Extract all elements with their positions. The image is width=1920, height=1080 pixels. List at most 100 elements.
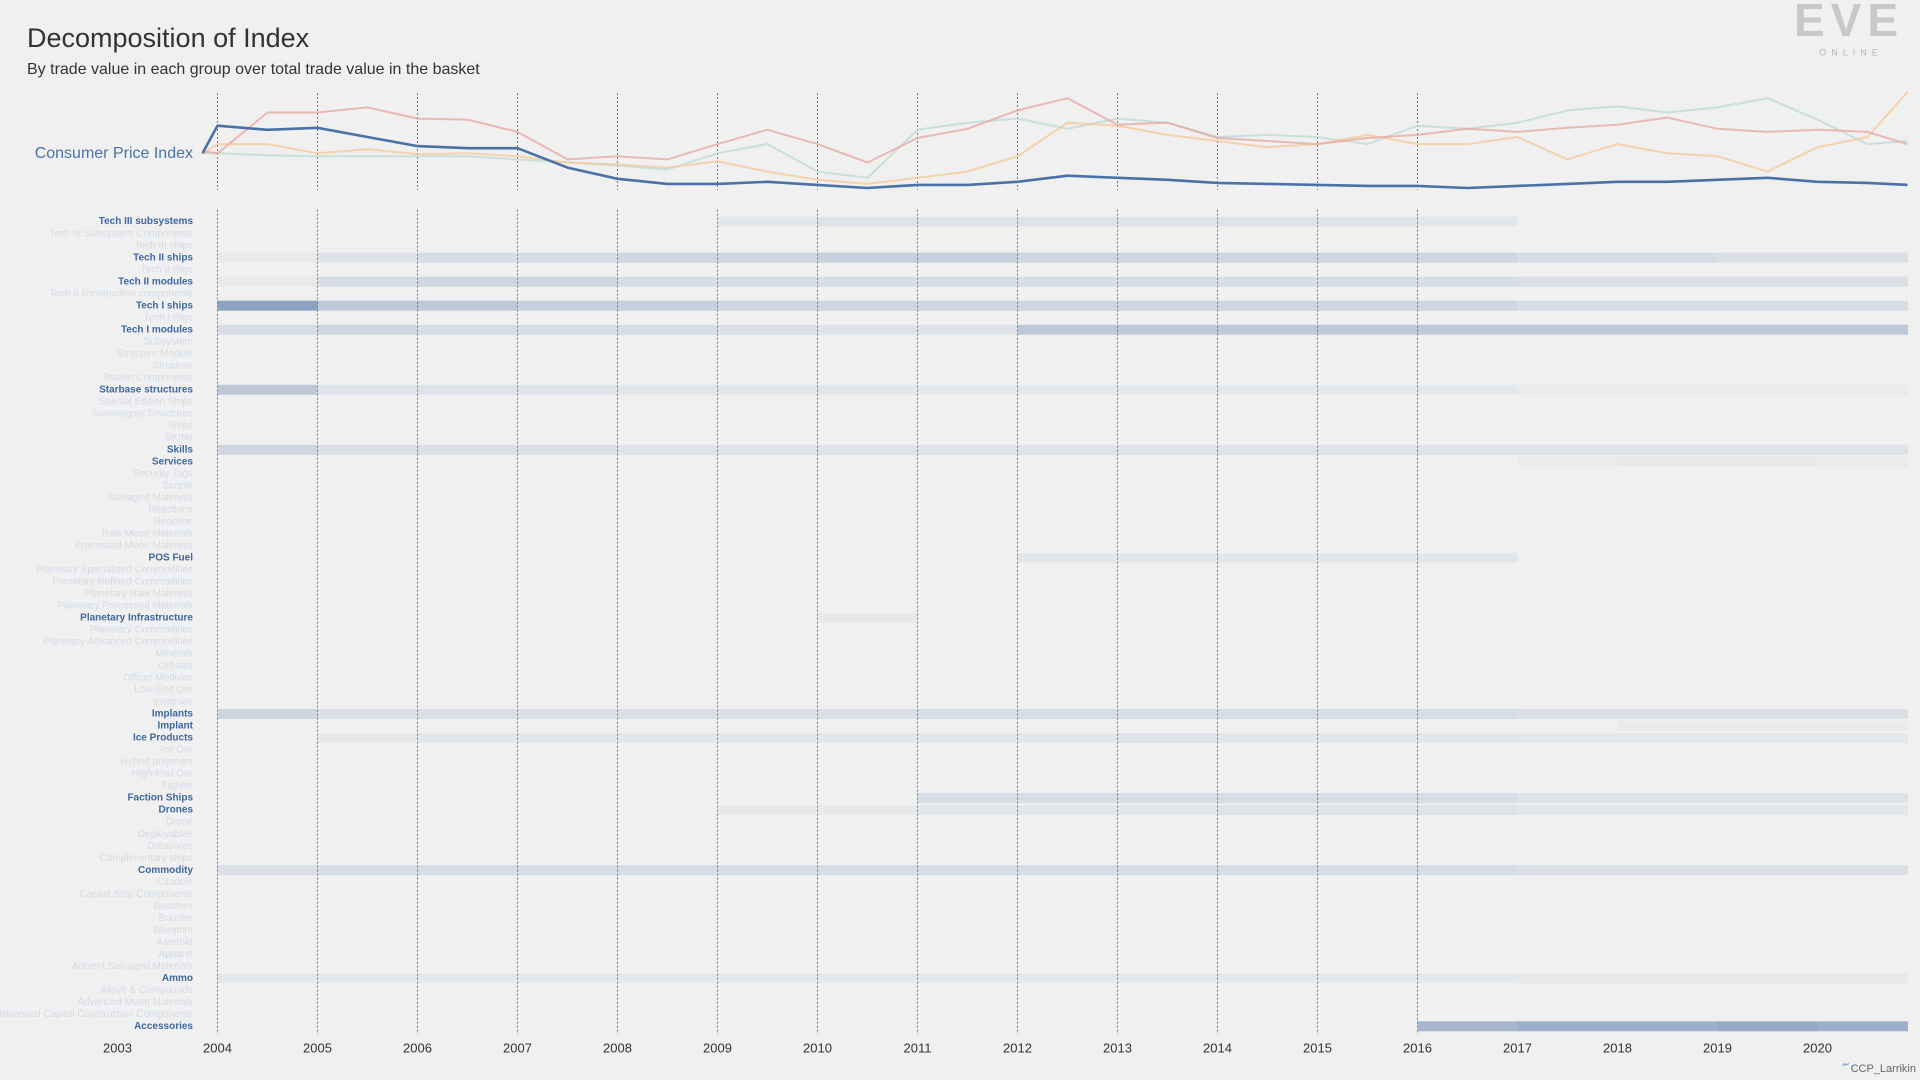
heat-cell bbox=[1017, 300, 1118, 311]
heat-cell bbox=[1217, 973, 1318, 984]
heat-cell bbox=[1817, 733, 1908, 744]
heat-cell bbox=[1017, 973, 1118, 984]
heat-cell bbox=[917, 973, 1018, 984]
row-label: Boosters bbox=[154, 901, 193, 912]
heat-cell bbox=[1017, 216, 1118, 227]
heat-cell bbox=[218, 457, 318, 467]
row-label: Commodity bbox=[138, 865, 193, 876]
heat-cell bbox=[1317, 216, 1418, 227]
heat-cell bbox=[317, 709, 418, 720]
heat-cell bbox=[817, 216, 918, 227]
heat-cell bbox=[218, 1021, 318, 1031]
heat-cell bbox=[1317, 384, 1418, 395]
heat-cell bbox=[1418, 721, 1518, 731]
heat-cell bbox=[1018, 613, 1118, 623]
heat-cell bbox=[1018, 457, 1118, 467]
heat-cell bbox=[318, 553, 418, 563]
heat-cell bbox=[1417, 444, 1518, 455]
row-label: POS Fuel bbox=[149, 553, 194, 564]
row-label: Reaction bbox=[154, 516, 193, 527]
heat-cell bbox=[317, 324, 418, 335]
heat-cell bbox=[1417, 216, 1518, 227]
row-label: Planetary Commodities bbox=[90, 625, 193, 636]
heat-cell bbox=[1817, 276, 1908, 287]
heat-cell bbox=[1317, 324, 1418, 335]
heat-cell bbox=[717, 384, 818, 395]
row-label: Ancient Salvaged Materials bbox=[72, 961, 193, 972]
heat-cell bbox=[318, 457, 418, 467]
heat-cell bbox=[717, 805, 818, 816]
row-label: Drones bbox=[159, 805, 194, 816]
heat-cell bbox=[817, 300, 918, 311]
row-label: Accessories bbox=[134, 1021, 193, 1032]
heat-cell bbox=[1617, 973, 1718, 984]
row-label: Officer Modules bbox=[123, 673, 193, 684]
heat-cell bbox=[1018, 721, 1118, 731]
heat-cell bbox=[417, 865, 518, 876]
heat-cell bbox=[917, 444, 1018, 455]
heat-cell bbox=[418, 793, 518, 803]
row-label: Hybrid polymers bbox=[121, 757, 193, 768]
x-tick-label: 2006 bbox=[403, 1040, 432, 1055]
heat-cell bbox=[1417, 733, 1518, 744]
heat-cell bbox=[418, 553, 518, 563]
heat-cell bbox=[1817, 1021, 1908, 1032]
heat-cell bbox=[617, 973, 718, 984]
heat-cell bbox=[618, 613, 718, 623]
heat-cell bbox=[518, 613, 618, 623]
heat-cell bbox=[1117, 805, 1218, 816]
heat-cell bbox=[1617, 456, 1718, 467]
heat-cell bbox=[217, 444, 318, 455]
row-label: Security Tags bbox=[133, 468, 193, 479]
heat-cell bbox=[718, 553, 818, 563]
heat-cell bbox=[717, 865, 818, 876]
heat-cell bbox=[518, 805, 618, 815]
heat-cell bbox=[1617, 324, 1718, 335]
heat-cell bbox=[817, 709, 918, 720]
heat-cell bbox=[218, 793, 318, 803]
heat-cell bbox=[1717, 709, 1818, 720]
heat-cell bbox=[1718, 613, 1818, 623]
heat-cell bbox=[517, 384, 618, 395]
row-label: Fighter bbox=[162, 781, 194, 792]
heat-cell bbox=[1717, 865, 1818, 876]
row-label: Sovereignty Structures bbox=[92, 408, 193, 419]
heat-cell bbox=[1317, 300, 1418, 311]
heat-cell bbox=[1817, 300, 1908, 311]
heat-cell bbox=[1217, 300, 1318, 311]
heat-cell bbox=[1217, 793, 1318, 804]
heat-cell bbox=[817, 733, 918, 744]
row-label: Apparel bbox=[159, 949, 193, 960]
heat-cell bbox=[918, 1021, 1018, 1031]
heat-cell bbox=[418, 457, 518, 467]
heat-cell bbox=[1318, 721, 1418, 731]
heat-cell bbox=[918, 613, 1018, 623]
heat-cell bbox=[1617, 805, 1718, 816]
bird-icon bbox=[1842, 1062, 1850, 1066]
heat-cell bbox=[618, 805, 718, 815]
heat-cell bbox=[617, 709, 718, 720]
row-label: Tech II modules bbox=[118, 276, 193, 287]
heat-cell bbox=[217, 324, 318, 335]
heat-cell bbox=[1517, 865, 1618, 876]
heat-cell bbox=[717, 444, 818, 455]
heat-cell bbox=[418, 613, 518, 623]
heat-cell bbox=[1317, 252, 1418, 263]
heat-cell bbox=[1817, 444, 1908, 455]
heat-cell bbox=[1517, 973, 1618, 984]
series-line bbox=[202, 97, 1908, 164]
heat-cell bbox=[1118, 721, 1218, 731]
heat-cell bbox=[717, 709, 818, 720]
heat-cell bbox=[718, 721, 818, 731]
heat-cell bbox=[317, 300, 418, 311]
heat-cell bbox=[1117, 324, 1218, 335]
row-label: Services bbox=[152, 456, 194, 467]
heat-cell bbox=[1317, 276, 1418, 287]
row-label: Structure bbox=[152, 360, 193, 371]
heat-cell bbox=[1717, 300, 1818, 311]
row-label: Salvaged Materials bbox=[108, 492, 193, 503]
x-tick-label: 2014 bbox=[1203, 1040, 1232, 1055]
heat-cell bbox=[1517, 456, 1618, 467]
heat-cell bbox=[1517, 805, 1618, 816]
heat-cell bbox=[618, 217, 718, 227]
